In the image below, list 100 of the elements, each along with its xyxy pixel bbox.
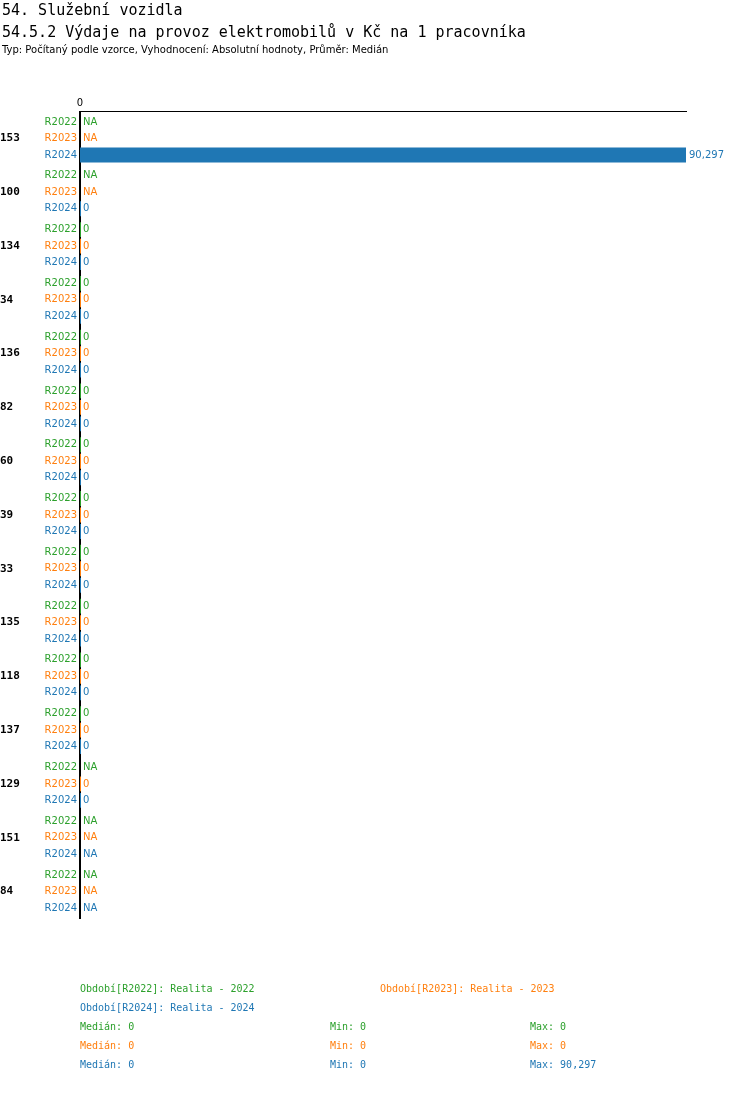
text: Min: 0 xyxy=(330,1059,368,1070)
text: R2022 xyxy=(44,868,77,880)
text: Medián: 0 xyxy=(80,1021,136,1032)
text: R2023 xyxy=(44,347,77,359)
data-label: 0 xyxy=(83,794,90,806)
series-label: R2023 xyxy=(44,239,77,251)
text: R2024 xyxy=(44,363,77,375)
data-label: 0 xyxy=(83,707,90,719)
text: R2023 xyxy=(44,669,77,681)
data-label: 0 xyxy=(83,632,90,644)
data-label: 0 xyxy=(83,417,90,429)
y-tick-label: 118 xyxy=(0,669,20,683)
data-label: 0 xyxy=(83,740,90,752)
text: R2022 xyxy=(44,384,77,396)
text: R2022 xyxy=(44,330,77,342)
data-label: 0 xyxy=(83,384,90,396)
text: R2023 xyxy=(44,616,77,628)
text: Období[R2024]: Realita - 2024 xyxy=(80,1002,256,1013)
text: R2023 xyxy=(44,723,77,735)
y-tick-label: 153 xyxy=(0,131,20,145)
data-label: 0 xyxy=(83,599,90,611)
data-label: 0 xyxy=(83,309,90,321)
chart-subtitle: 54.5.2 Výdaje na provoz elektromobilů v Kč na 1 pracovníka xyxy=(2,22,527,42)
y-tick-label: 134 xyxy=(0,238,21,252)
y-tick-label: 34 xyxy=(0,292,14,306)
text: Období[R2022]: Realita - 2022 xyxy=(80,983,256,994)
y-tick-label: 33 xyxy=(0,561,14,575)
text: R2022 xyxy=(44,438,77,450)
text: Období[R2023]: Realita - 2023 xyxy=(380,983,556,994)
y-tick-label: 39 xyxy=(0,507,14,521)
data-label: 90,297 xyxy=(689,148,724,160)
data-label: 0 xyxy=(83,562,90,574)
text: R2023 xyxy=(44,293,77,305)
text: R2024 xyxy=(44,632,77,644)
text: R2023 xyxy=(44,777,77,789)
chart-title: 54. Služební vozidla xyxy=(2,0,184,20)
text: Typ: Počítaný podle vzorce, Vyhodnocení: Absolutní hodnoty, Průměr: Medián xyxy=(2,44,390,55)
data-label: 0 xyxy=(83,276,90,288)
text: R2022 xyxy=(44,599,77,611)
text: R2022 xyxy=(44,653,77,665)
text: R2022 xyxy=(44,115,77,127)
text: R2022 xyxy=(44,276,77,288)
data-label: 0 xyxy=(83,293,90,305)
text: R2023 xyxy=(44,885,77,897)
text: R2024 xyxy=(44,578,77,590)
text: R2024 xyxy=(44,686,77,698)
text: R2022 xyxy=(44,169,77,181)
text: Max: 90,297 xyxy=(530,1059,598,1070)
text: NA xyxy=(83,132,98,144)
data-label: 0 xyxy=(83,492,90,504)
text: NA xyxy=(83,185,98,197)
data-label: 0 xyxy=(83,545,90,557)
series-label: R2022 xyxy=(44,223,77,235)
text: R2022 xyxy=(44,761,77,773)
text: R2024 xyxy=(44,794,77,806)
text: NA xyxy=(83,169,98,181)
text: Min: 0 xyxy=(330,1021,368,1032)
text: R2023 xyxy=(44,454,77,466)
y-tick-label: 135 xyxy=(0,615,20,629)
data-label: 0 xyxy=(83,401,90,413)
y-tick-label: 129 xyxy=(0,776,20,790)
text: NA xyxy=(83,115,98,127)
text: Medián: 0 xyxy=(80,1059,136,1070)
data-label: 0 xyxy=(83,330,90,342)
y-tick-label: 60 xyxy=(0,454,14,468)
data-label: 0 xyxy=(83,363,90,375)
text: R2022 xyxy=(44,814,77,826)
text: R2024 xyxy=(44,525,77,537)
data-label: 0 xyxy=(83,525,90,537)
text: R2024 xyxy=(44,309,77,321)
data-label: 0 xyxy=(83,686,90,698)
data-label: 0 xyxy=(83,223,90,235)
data-label: 0 xyxy=(83,347,90,359)
text: R2024 xyxy=(44,471,77,483)
data-label: 0 xyxy=(83,653,90,665)
series-label: R2024 xyxy=(44,148,77,160)
text: R2022 xyxy=(44,707,77,719)
text: NA xyxy=(83,868,98,880)
text: NA xyxy=(83,761,98,773)
y-tick-label: 137 xyxy=(0,723,20,737)
text: R2023 xyxy=(44,562,77,574)
data-label: 0 xyxy=(83,256,90,268)
data-label: 0 xyxy=(83,777,90,789)
text: R2024 xyxy=(44,740,77,752)
text: Max: 0 xyxy=(530,1021,568,1032)
y-tick-label: 136 xyxy=(0,346,21,360)
text: R2023 xyxy=(44,508,77,520)
data-label: 0 xyxy=(83,723,90,735)
data-label: 0 xyxy=(83,454,90,466)
text: R2023 xyxy=(44,132,77,144)
text: R2024 xyxy=(44,417,77,429)
text: Max: 0 xyxy=(530,1040,568,1051)
data-label: 0 xyxy=(83,578,90,590)
data-label: 0 xyxy=(83,616,90,628)
text: Medián: 0 xyxy=(80,1040,136,1051)
text: NA xyxy=(83,885,98,897)
text: R2023 xyxy=(44,831,77,843)
data-label: 0 xyxy=(83,239,90,251)
data-label: 0 xyxy=(83,669,90,681)
text: 0 xyxy=(76,97,84,109)
